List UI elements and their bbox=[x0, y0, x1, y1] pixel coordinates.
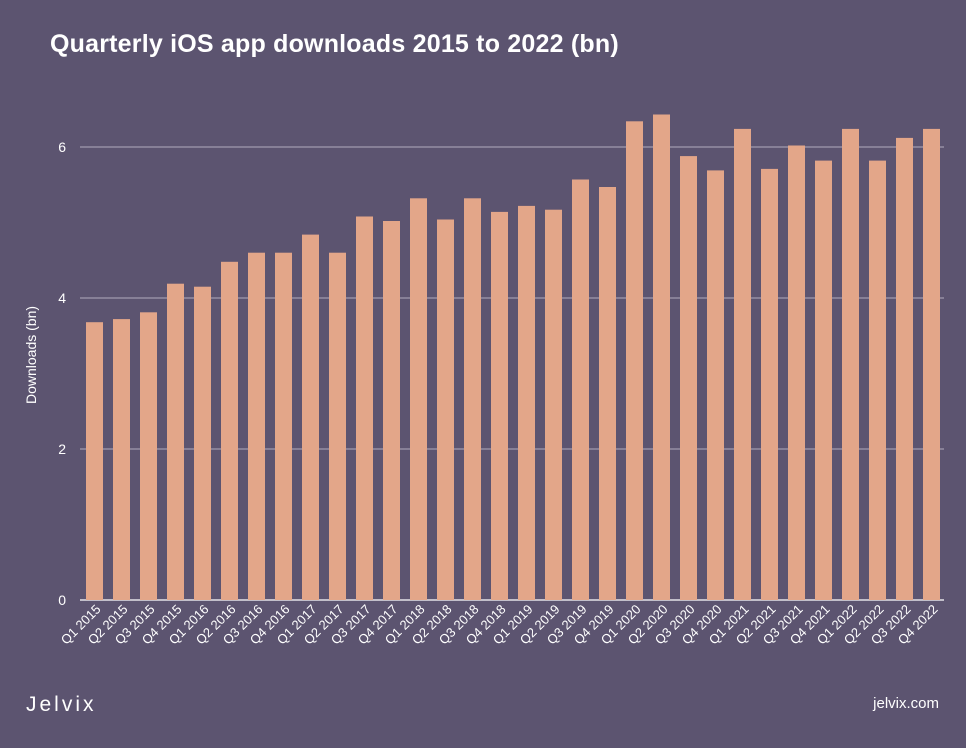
bar bbox=[653, 114, 670, 600]
bar bbox=[302, 234, 319, 600]
bar bbox=[410, 198, 427, 601]
bar bbox=[140, 312, 157, 600]
bar bbox=[356, 216, 373, 600]
bar bbox=[761, 168, 778, 600]
website-label: jelvix.com bbox=[873, 695, 939, 712]
bar bbox=[896, 137, 913, 600]
bar bbox=[167, 283, 184, 600]
bar bbox=[86, 322, 103, 600]
bar bbox=[437, 219, 454, 600]
y-tick-label: 6 bbox=[58, 139, 66, 155]
bar bbox=[815, 160, 832, 600]
bar bbox=[221, 261, 238, 600]
bar bbox=[248, 252, 265, 600]
bar bbox=[545, 209, 562, 600]
bar bbox=[842, 128, 859, 600]
bar bbox=[626, 121, 643, 601]
bar bbox=[707, 170, 724, 600]
y-axis-label: Downloads (bn) bbox=[23, 306, 39, 404]
bar bbox=[923, 128, 940, 600]
bar bbox=[599, 187, 616, 600]
brand-logo: Jelvix bbox=[26, 693, 97, 716]
bar bbox=[464, 198, 481, 601]
bar bbox=[869, 160, 886, 600]
bar bbox=[680, 156, 697, 600]
chart-title: Quarterly iOS app downloads 2015 to 2022… bbox=[50, 30, 619, 58]
y-tick-label: 2 bbox=[58, 441, 66, 457]
bar bbox=[491, 211, 508, 600]
bars bbox=[86, 114, 940, 601]
y-tick-label: 4 bbox=[58, 290, 66, 306]
bar bbox=[113, 319, 130, 600]
bar bbox=[788, 145, 805, 600]
bar bbox=[275, 252, 292, 600]
bar bbox=[194, 286, 211, 600]
y-axis-ticks: 0 2 4 6 bbox=[58, 139, 66, 608]
bar bbox=[518, 205, 535, 600]
bar bbox=[329, 252, 346, 600]
y-tick-label: 0 bbox=[58, 592, 66, 608]
bar bbox=[383, 221, 400, 600]
bar bbox=[734, 128, 751, 600]
bar bbox=[572, 179, 589, 600]
